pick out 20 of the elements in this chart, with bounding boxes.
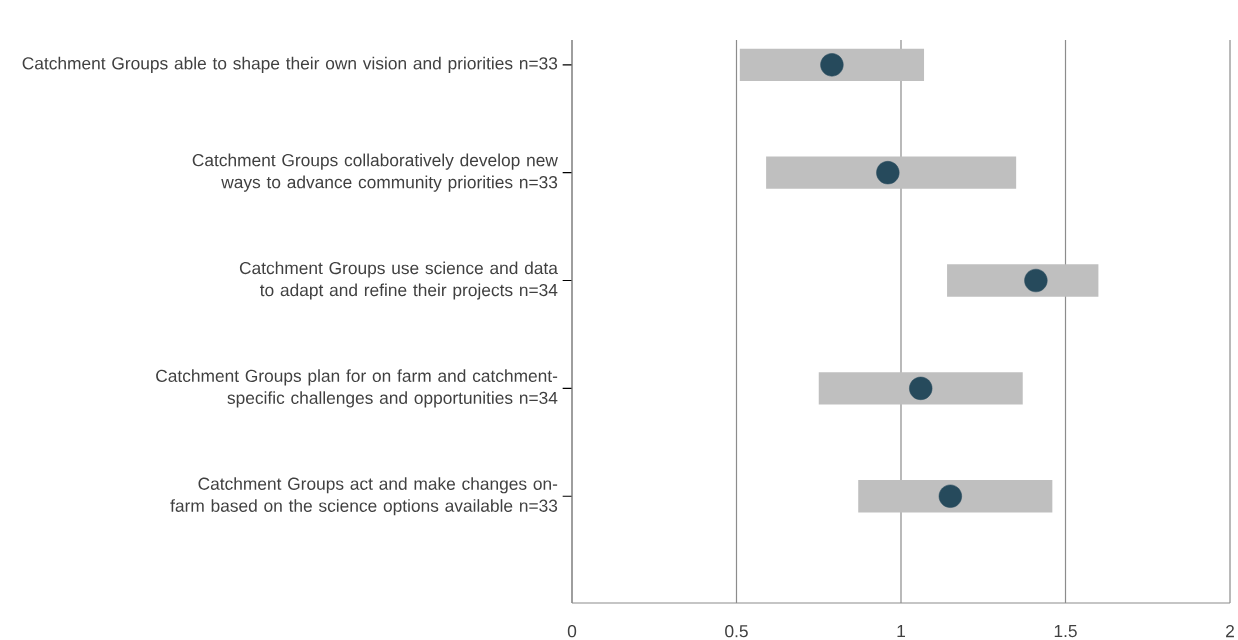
y-tick-label: Catchment Groups able to shape their own vision and priorities n=33 <box>22 56 558 73</box>
y-tick-label: Catchment Groups act and make changes on-farm based on the science options available n=33 <box>170 477 558 516</box>
x-tick-label: 2 <box>1226 625 1234 638</box>
bar <box>818 372 1023 405</box>
y-tick-label: Catchment Groups collaboratively develop new ways to advance community priorities n=33 <box>192 153 558 192</box>
bar <box>739 48 925 81</box>
x-tick-label: 0 <box>567 625 577 638</box>
bar <box>858 480 1053 513</box>
x-tick-label: 1 <box>897 625 905 637</box>
bar <box>947 264 1099 297</box>
point <box>1024 268 1048 293</box>
point <box>909 376 933 400</box>
point <box>876 161 900 185</box>
y-tick-label: Catchment Groups use science and data to adapt and refine their projects n=34 <box>239 261 558 300</box>
y-tick-label: Catchment Groups plan for on farm and catchment-specific challenges and opportunities n=34 <box>156 369 558 408</box>
x-tick-label: 0.5 <box>725 625 748 638</box>
point <box>938 484 962 508</box>
bar <box>766 156 1017 189</box>
point <box>820 53 844 77</box>
x-tick-label: 1.5 <box>1054 625 1077 638</box>
